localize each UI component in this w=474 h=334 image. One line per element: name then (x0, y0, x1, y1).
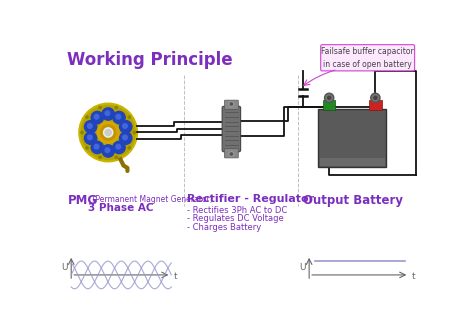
Circle shape (325, 93, 334, 103)
FancyBboxPatch shape (321, 45, 415, 71)
Circle shape (88, 135, 92, 140)
Circle shape (133, 131, 136, 134)
Circle shape (230, 103, 233, 105)
Circle shape (229, 102, 234, 106)
Circle shape (86, 147, 88, 149)
Circle shape (99, 156, 101, 159)
Circle shape (374, 96, 377, 100)
Circle shape (94, 144, 99, 149)
Circle shape (79, 103, 137, 162)
Circle shape (229, 152, 234, 156)
Text: U: U (299, 264, 305, 273)
Circle shape (105, 148, 109, 153)
Circle shape (84, 121, 97, 133)
Text: - Regulates DC Voltage: - Regulates DC Voltage (188, 214, 284, 223)
Circle shape (91, 141, 103, 154)
Circle shape (81, 106, 135, 159)
Circle shape (102, 108, 114, 120)
Bar (369, 100, 382, 110)
Bar (320, 158, 384, 166)
FancyBboxPatch shape (225, 100, 238, 109)
Circle shape (113, 141, 125, 154)
Circle shape (128, 116, 130, 118)
Circle shape (128, 147, 130, 149)
Circle shape (115, 156, 118, 159)
Circle shape (119, 121, 132, 133)
Text: PMG: PMG (68, 194, 98, 207)
Circle shape (86, 116, 88, 118)
Bar (319, 109, 386, 167)
Text: - Charges Battery: - Charges Battery (188, 222, 262, 231)
Circle shape (99, 107, 101, 109)
Circle shape (88, 124, 92, 128)
Text: Output Battery: Output Battery (303, 194, 403, 207)
Circle shape (84, 132, 97, 144)
FancyBboxPatch shape (222, 106, 241, 152)
Circle shape (119, 132, 132, 144)
Text: 3 Phase AC: 3 Phase AC (88, 203, 153, 213)
Text: U: U (61, 264, 67, 273)
Circle shape (94, 115, 99, 119)
Text: Rectifier - Regulator: Rectifier - Regulator (188, 194, 315, 204)
Circle shape (371, 93, 380, 103)
Circle shape (372, 95, 378, 101)
Circle shape (102, 145, 114, 157)
Bar (323, 100, 335, 110)
Text: Working Principle: Working Principle (66, 51, 232, 69)
Circle shape (105, 111, 109, 116)
Circle shape (116, 144, 120, 149)
Circle shape (123, 124, 128, 128)
Text: Failsafe buffer capacitor
in case of open battery: Failsafe buffer capacitor in case of ope… (321, 47, 414, 68)
Circle shape (105, 129, 111, 136)
Circle shape (97, 122, 119, 143)
Circle shape (230, 153, 233, 155)
Text: t: t (411, 272, 415, 281)
Circle shape (113, 111, 125, 124)
Circle shape (81, 131, 83, 134)
Circle shape (103, 128, 113, 137)
Circle shape (116, 115, 120, 119)
FancyBboxPatch shape (225, 149, 238, 158)
Text: - Rectifies 3Ph AC to DC: - Rectifies 3Ph AC to DC (188, 206, 288, 215)
Circle shape (123, 135, 128, 140)
Circle shape (91, 111, 103, 124)
Text: t: t (173, 272, 177, 281)
Circle shape (115, 107, 118, 109)
Circle shape (326, 95, 332, 101)
Circle shape (100, 125, 116, 140)
Circle shape (328, 96, 331, 100)
Text: (Permanent Magnet Generator): (Permanent Magnet Generator) (90, 195, 212, 204)
